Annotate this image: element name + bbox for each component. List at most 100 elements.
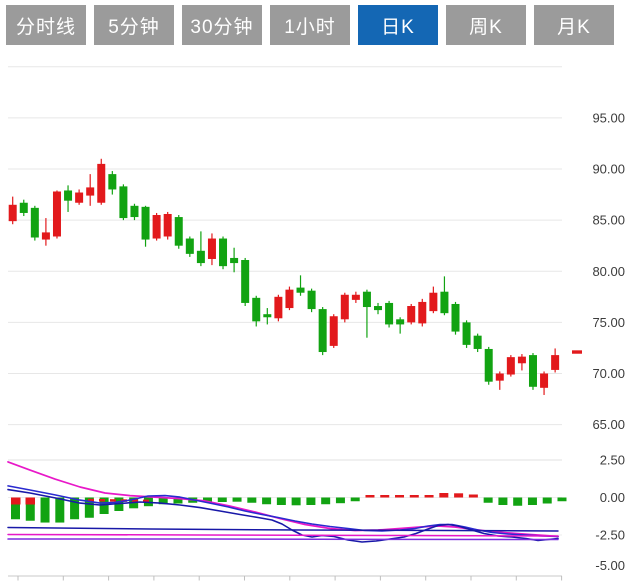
macd-bar-positive [380, 495, 390, 498]
candle-body [451, 303, 460, 332]
timeframe-tabs: 分时线 5分钟 30分钟 1小时 日K 周K 月K [6, 5, 614, 45]
candle-body [473, 335, 482, 349]
candle-body [108, 174, 117, 190]
macd-axis-label: 2.50 [600, 453, 625, 468]
candle-body [41, 232, 50, 240]
candle-body [252, 297, 261, 322]
macd-bar-negative [527, 497, 537, 505]
candle-body [86, 187, 95, 196]
price-axis-labels: 95.00 90.00 85.00 80.00 75.00 70.00 65.00 [592, 110, 625, 432]
macd-bar-positive [439, 493, 449, 498]
candle-body [130, 205, 139, 218]
tab-monthly-k[interactable]: 月K [534, 5, 614, 45]
macd-red-cap [25, 497, 35, 505]
tab-30min[interactable]: 30分钟 [182, 5, 262, 45]
candle-body [351, 294, 360, 300]
macd-bar-negative [55, 497, 65, 523]
macd-bar-negative [40, 497, 50, 523]
candle-body [230, 257, 239, 264]
candle-body [362, 291, 371, 308]
tab-daily-k[interactable]: 日K [358, 5, 438, 45]
macd-bar-positive [468, 494, 478, 498]
macd-axis-label: 0.00 [600, 490, 625, 505]
candle-body [75, 192, 84, 203]
candle-body [285, 289, 294, 309]
candlesticks [8, 158, 560, 395]
candle-body [185, 238, 194, 254]
current-price-marker [572, 350, 582, 354]
candle-body [174, 217, 183, 246]
macd-axis-label: -2.50 [595, 528, 625, 543]
tab-5min[interactable]: 5分钟 [94, 5, 174, 45]
macd-bar-positive [365, 495, 375, 498]
macd-bar-negative [203, 497, 213, 503]
candle-body [219, 238, 228, 267]
candle-body [97, 163, 106, 203]
macd-bar-negative [99, 497, 109, 514]
candle-body [52, 191, 61, 237]
price-axis-label: 70.00 [592, 366, 625, 381]
indicator-line-dif-blue [7, 485, 559, 538]
candle-body [396, 319, 405, 325]
macd-bar-negative [70, 497, 80, 520]
candle-body [551, 355, 560, 370]
macd-bar-negative [306, 497, 316, 505]
candle-body [307, 290, 316, 310]
macd-indicator-lines [7, 461, 559, 543]
macd-axis-labels: 2.50 0.00 -2.50 -5.00 [595, 453, 625, 574]
macd-bar-negative [247, 497, 257, 503]
candle-body [484, 348, 493, 382]
macd-bar-negative [483, 497, 493, 503]
macd-bar-negative [232, 497, 242, 502]
candle-body [263, 314, 272, 318]
macd-red-cap [11, 497, 21, 505]
candle-body [440, 291, 449, 314]
macd-bar-negative [11, 497, 20, 520]
macd-bar-positive [424, 495, 434, 498]
candle-body [329, 316, 338, 346]
macd-bar-negative [542, 497, 552, 504]
candle-body [141, 206, 150, 240]
candle-body [30, 207, 39, 238]
candle-body [517, 356, 526, 364]
candle-body [318, 309, 327, 353]
macd-bar-negative [158, 497, 168, 505]
candle-body [19, 202, 28, 213]
candle-body [540, 373, 549, 388]
candle-body [462, 322, 471, 345]
tab-weekly-k[interactable]: 周K [446, 5, 526, 45]
macd-bar-negative [291, 497, 301, 506]
indicator-line-flat-violet [7, 538, 559, 541]
candle-body [528, 355, 537, 387]
macd-bar-negative [217, 497, 227, 502]
price-axis-label: 85.00 [592, 213, 625, 228]
macd-bar-negative [498, 497, 508, 505]
macd-bar-negative [335, 497, 345, 504]
price-axis-label: 75.00 [592, 315, 625, 330]
candle-body [196, 250, 205, 264]
candle-body [64, 190, 73, 201]
candle-body [296, 287, 305, 293]
price-axis-label: 80.00 [592, 264, 625, 279]
candle-body [385, 302, 394, 325]
macd-bar-negative [173, 497, 183, 504]
candle-body [495, 373, 504, 381]
macd-bar-positive [454, 493, 464, 498]
macd-bar-negative [84, 497, 94, 518]
indicator-line-flat-magenta [7, 533, 559, 537]
macd-bar-negative [513, 497, 523, 506]
candle-body [8, 204, 17, 222]
tab-fenshixian[interactable]: 分时线 [6, 5, 86, 45]
candle-body [407, 306, 416, 323]
candle-body [119, 186, 128, 219]
macd-bar-negative [25, 497, 35, 521]
candle-body [152, 215, 161, 239]
macd-bar-negative [276, 497, 286, 505]
price-axis-label: 95.00 [592, 110, 625, 125]
candle-body [241, 260, 250, 303]
tab-1hour[interactable]: 1小时 [270, 5, 350, 45]
macd-bar-positive [395, 495, 405, 498]
macd-bar-negative [557, 497, 567, 502]
